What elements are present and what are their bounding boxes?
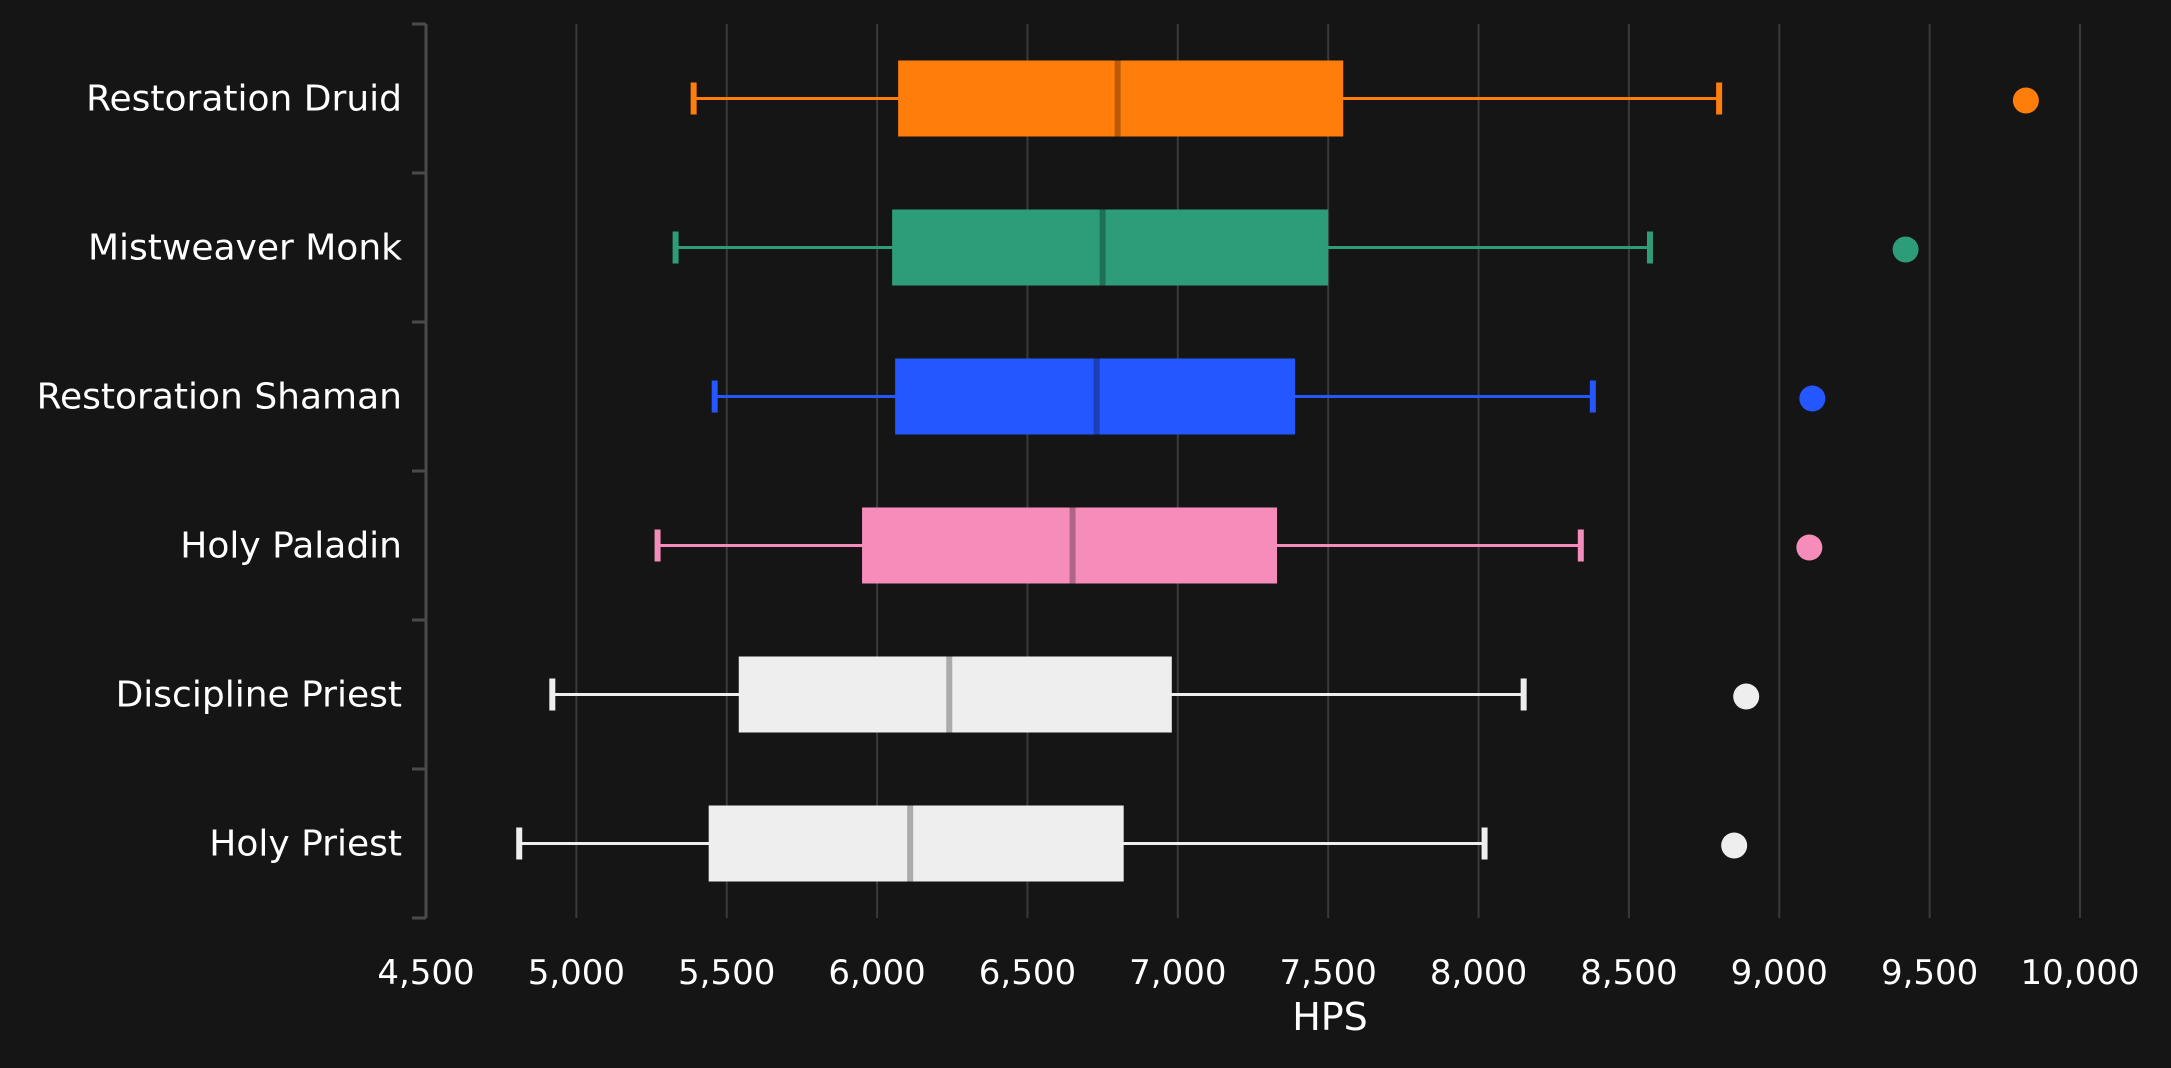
iqr-box (898, 60, 1344, 137)
box-group (711, 358, 1826, 435)
box-group (516, 805, 1748, 882)
box-group (672, 209, 1919, 286)
iqr-box (738, 656, 1172, 733)
iqr-box (892, 209, 1329, 286)
box-group (549, 656, 1760, 733)
outlier-point (1799, 385, 1826, 412)
box-group (654, 507, 1823, 584)
category-label: Holy Priest (209, 824, 402, 865)
x-tick-label: 4,500 (377, 953, 474, 993)
x-tick-label: 7,500 (1280, 953, 1377, 993)
x-tick-label: 10,000 (2021, 953, 2140, 993)
outlier-point (1892, 236, 1919, 263)
iqr-box (862, 507, 1278, 584)
x-tick-label: 8,000 (1430, 953, 1527, 993)
x-tick-label: 5,000 (528, 953, 625, 993)
category-label: Holy Paladin (180, 526, 402, 567)
box-group (690, 60, 2039, 137)
x-tick-label: 9,500 (1881, 953, 1978, 993)
x-tick-label: 8,500 (1580, 953, 1677, 993)
outlier-point (1721, 832, 1748, 859)
x-axis-ticks: 4,500 5,000 5,500 6,000 6,500 7,000 7,500 8,000… (377, 953, 2139, 993)
category-label: Restoration Shaman (37, 377, 402, 418)
x-tick-label: 9,000 (1731, 953, 1828, 993)
outlier-point (1796, 534, 1823, 561)
box-series (516, 60, 2039, 882)
outlier-point (2012, 87, 2039, 114)
category-label: Restoration Druid (86, 79, 402, 120)
x-tick-label: 5,500 (678, 953, 775, 993)
x-tick-label: 6,500 (979, 953, 1076, 993)
category-label: Mistweaver Monk (88, 228, 402, 269)
outlier-point (1733, 683, 1760, 710)
x-tick-label: 7,000 (1129, 953, 1226, 993)
category-labels: Restoration Druid Mistweaver Monk Restorat… (37, 79, 403, 865)
axes (412, 22, 428, 920)
grid-lines (575, 24, 2081, 918)
x-tick-label: 6,000 (828, 953, 925, 993)
category-label: Discipline Priest (116, 675, 402, 716)
x-axis-title: HPS (1292, 995, 1368, 1039)
iqr-box (708, 805, 1124, 882)
